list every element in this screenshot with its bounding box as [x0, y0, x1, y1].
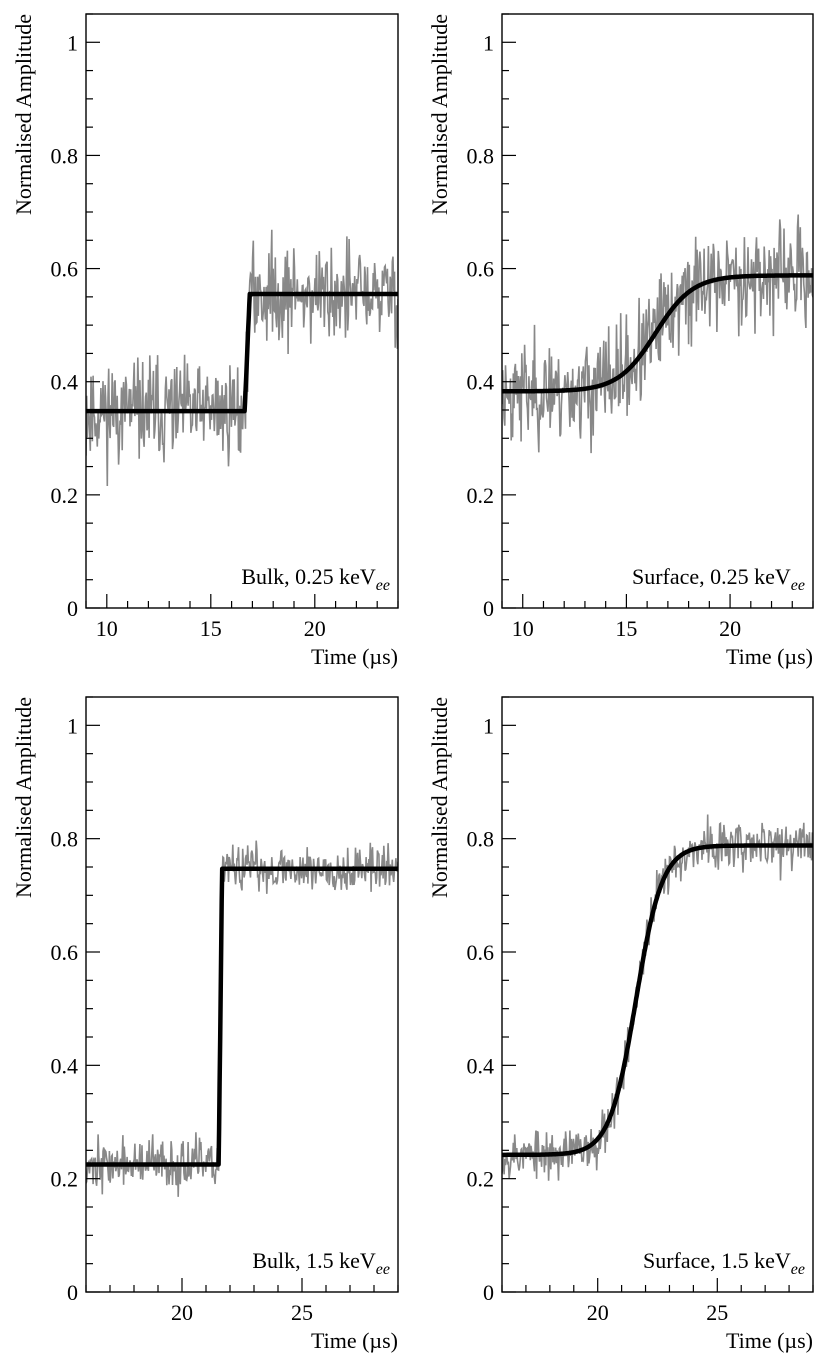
y-tick-label: 0.6: [467, 940, 495, 965]
x-axis-title: Time (µs): [726, 644, 813, 669]
panel-annotation: Surface, 0.25 keVee: [632, 564, 805, 594]
y-axis-title: Normalised Amplitude: [11, 697, 36, 898]
y-tick-label: 0.2: [467, 483, 495, 508]
pulse-trace: [86, 229, 398, 487]
x-axis-title: Time (µs): [726, 1328, 813, 1353]
y-tick-label: 0.2: [51, 1167, 79, 1192]
fit-curve: [86, 291, 398, 414]
x-tick-label: 20: [719, 616, 741, 641]
y-tick-label: 0.4: [51, 370, 79, 395]
plot-frame: [501, 13, 814, 609]
y-tick-label: 1: [67, 713, 78, 738]
y-axis-title: Normalised Amplitude: [427, 14, 452, 215]
y-tick-label: 0.8: [51, 827, 79, 852]
panel-annotation: Bulk, 0.25 keVee: [241, 564, 390, 594]
y-tick-label: 0.4: [467, 370, 495, 395]
panel-annotation: Bulk, 1.5 keVee: [252, 1248, 390, 1278]
x-tick-label: 25: [706, 1300, 728, 1325]
x-tick-label: 20: [587, 1300, 609, 1325]
y-tick-label: 0.2: [51, 483, 79, 508]
fit-curve: [502, 273, 813, 394]
x-axis-title: Time (µs): [311, 644, 398, 669]
y-tick-label: 0: [67, 1280, 78, 1305]
y-tick-label: 1: [483, 30, 494, 55]
y-tick-label: 0.2: [467, 1167, 495, 1192]
y-axis-title: Normalised Amplitude: [427, 697, 452, 898]
y-tick-label: 0.4: [467, 1053, 495, 1078]
y-tick-label: 0.8: [51, 143, 79, 168]
y-axis-title: Normalised Amplitude: [11, 14, 36, 215]
x-tick-label: 10: [512, 616, 534, 641]
pulse-trace: [502, 214, 813, 454]
x-tick-label: 25: [291, 1300, 313, 1325]
plot-frame: [85, 13, 399, 609]
y-tick-label: 0.8: [467, 143, 495, 168]
pulse-trace: [502, 814, 813, 1181]
plot-frame: [501, 696, 814, 1293]
y-tick-label: 0.6: [51, 940, 79, 965]
panel-annotation: Surface, 1.5 keVee: [643, 1248, 805, 1278]
x-tick-label: 20: [304, 616, 326, 641]
fit-curve: [502, 843, 813, 1158]
y-tick-label: 0: [67, 596, 78, 621]
y-tick-label: 0.4: [51, 1053, 79, 1078]
fit-curve: [86, 866, 398, 1167]
panel-bulk-1-5: 20 25 0 0.2 0.4 0.6 0.8 1 Time (µs) Normalised Am…: [11, 696, 399, 1353]
pulse-trace: [86, 840, 398, 1197]
panel-surface-1-5: 20 25 0 0.2 0.4 0.6 0.8 1 Time (µs) Normalised Am…: [427, 696, 814, 1353]
y-tick-label: 0.6: [51, 257, 79, 282]
y-tick-label: 0: [483, 1280, 494, 1305]
plot-frame: [85, 696, 399, 1293]
x-tick-label: 10: [96, 616, 118, 641]
y-tick-label: 1: [483, 713, 494, 738]
panel-surface-0-25: 10 15 20 0 0.2 0.4 0.6 0.8 1 Time (µs) Normalised …: [427, 13, 814, 669]
x-axis-title: Time (µs): [311, 1328, 398, 1353]
y-tick-label: 0.8: [467, 827, 495, 852]
x-tick-label: 15: [615, 616, 637, 641]
y-tick-label: 1: [67, 30, 78, 55]
panel-bulk-0-25: 10 15 20 0 0.2 0.4 0.6 0.8 1 Time (µs) Normalised …: [11, 13, 399, 669]
x-tick-label: 20: [171, 1300, 193, 1325]
x-tick-label: 15: [200, 616, 222, 641]
y-tick-label: 0.6: [467, 257, 495, 282]
y-tick-label: 0: [483, 596, 494, 621]
